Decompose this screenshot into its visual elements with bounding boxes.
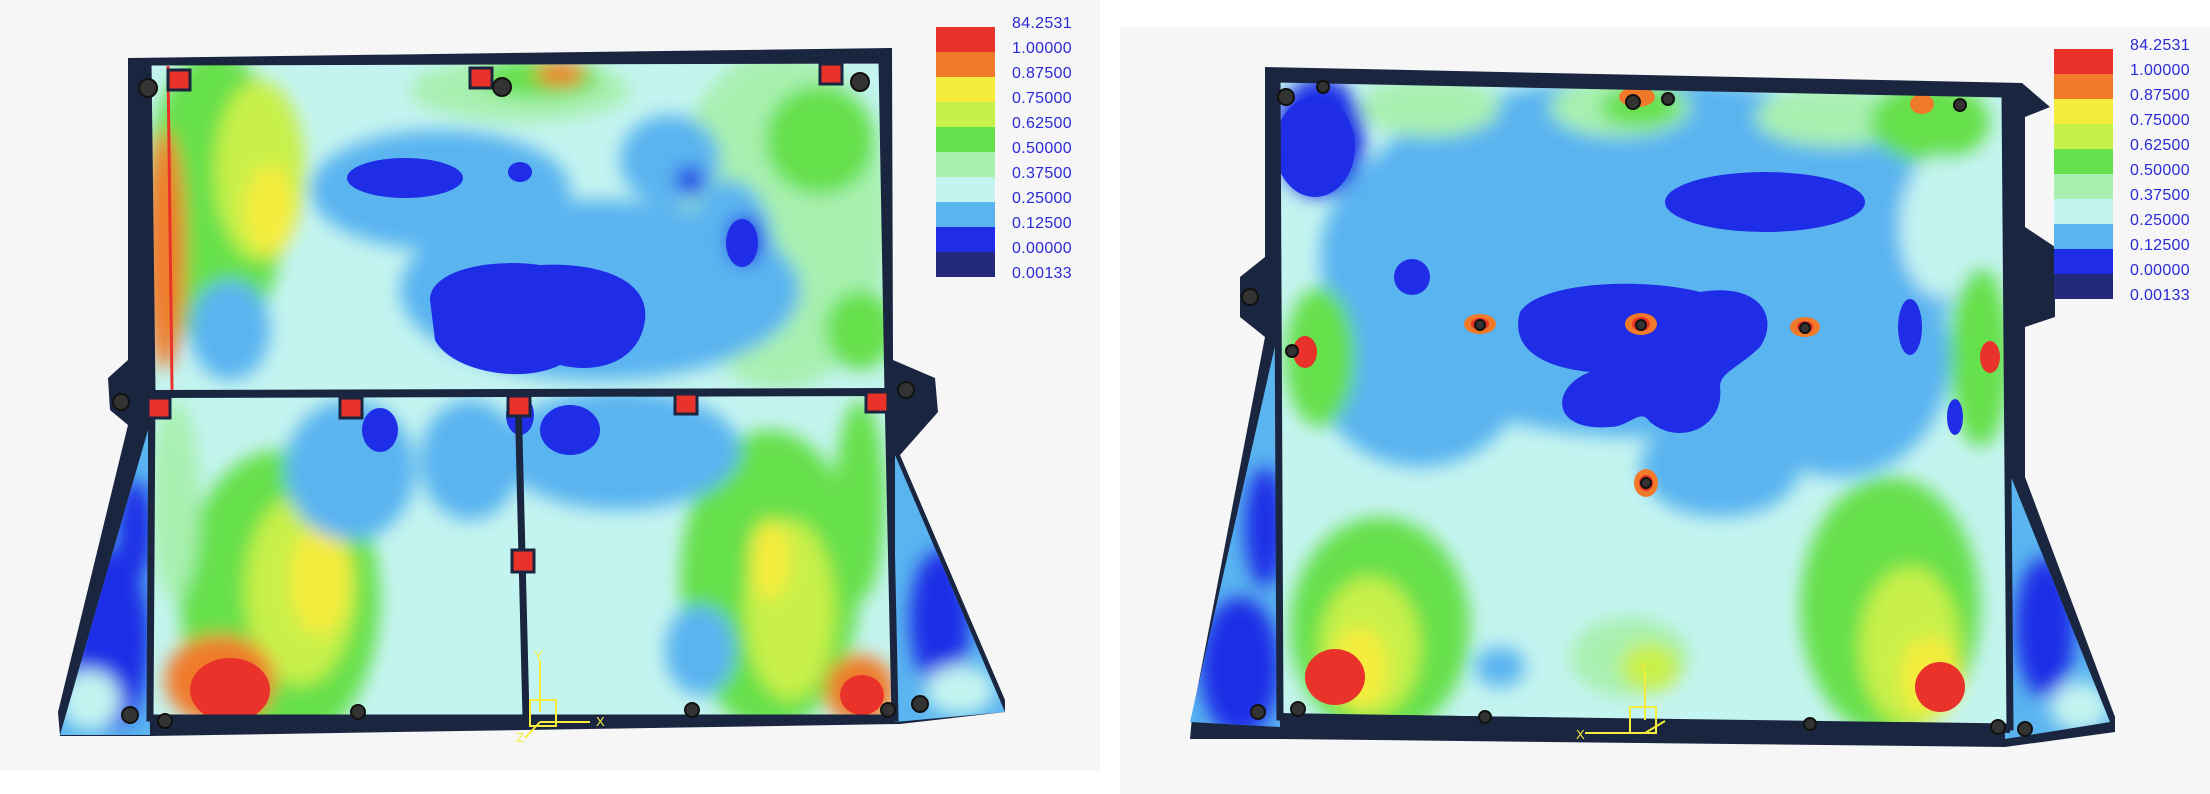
legend-swatch: [2054, 99, 2113, 124]
legend-swatch: [936, 127, 995, 152]
bolt-holes: [112, 72, 929, 729]
axis-x-label: X: [1576, 727, 1585, 742]
upper-panel-contour: [148, 62, 888, 392]
legend-label: 0.00000: [2130, 262, 2190, 279]
legend-swatch: [936, 252, 995, 277]
axis-triad: [1585, 672, 1666, 734]
right-panel: Y X 84.2531 1.00000 0.87500 0.75000 0.62500 0…: [1120, 27, 2210, 794]
support-blocks: [146, 62, 890, 574]
axis-y-label: Y: [534, 648, 543, 663]
legend-label: 0.12500: [1012, 215, 1072, 232]
legend-swatch: [936, 152, 995, 177]
legend-label: 0.62500: [1012, 115, 1072, 132]
legend-label: 0.87500: [2130, 87, 2190, 104]
legend-swatch: [2054, 124, 2113, 149]
legend-label: 0.12500: [2130, 237, 2190, 254]
legend-swatch: [936, 177, 995, 202]
left-fea-plot: Y X Z: [58, 48, 1005, 745]
legend-label: 0.25000: [2130, 212, 2190, 229]
axis-x-label: X: [596, 714, 605, 729]
legend-label: 0.62500: [2130, 137, 2190, 154]
legend-label: 0.75000: [1012, 90, 1072, 107]
legend-swatch: [2054, 49, 2113, 74]
axis-z-label: Z: [516, 730, 524, 745]
legend-swatch: [2054, 224, 2113, 249]
bolt-holes: [1241, 80, 2033, 737]
legend-swatch: [2054, 249, 2113, 274]
legend-label: 0.37500: [1012, 165, 1072, 182]
legend-swatch: [2054, 74, 2113, 99]
legend-swatch: [2054, 174, 2113, 199]
right-fea-plot: Y X: [1190, 67, 2115, 747]
legend-label: 0.00133: [2130, 287, 2190, 304]
left-wing: [1190, 337, 1280, 727]
right-wing: [2005, 462, 2110, 739]
legend-label: 0.25000: [1012, 190, 1072, 207]
legend-label: 0.37500: [2130, 187, 2190, 204]
legend-label: 0.50000: [2130, 162, 2190, 179]
axis-triad: [524, 660, 590, 739]
legend-label: 0.75000: [2130, 112, 2190, 129]
legend-swatch: [936, 27, 995, 52]
legend-label: 1.00000: [2130, 62, 2190, 79]
legend-label: 1.00000: [1012, 40, 1072, 57]
legend-swatch: [936, 102, 995, 127]
legend-label: 0.87500: [1012, 65, 1072, 82]
legend-label: 0.50000: [1012, 140, 1072, 157]
legend-label: 0.00133: [1012, 265, 1072, 282]
legend-swatch: [2054, 149, 2113, 174]
legend-swatch: [936, 77, 995, 102]
legend-swatch: [936, 52, 995, 77]
right-wing: [895, 455, 1005, 722]
left-panel: Y X Z 84.2531 1.00000 0.87500 0.75000 0.6250…: [0, 0, 1100, 770]
legend-label: 84.2531: [1012, 15, 1072, 32]
panel-contour: [1277, 79, 2010, 727]
legend-swatch: [2054, 199, 2113, 224]
legend-swatch: [936, 202, 995, 227]
legend-swatch: [936, 227, 995, 252]
legend-label: 0.00000: [1012, 240, 1072, 257]
legend-label: 84.2531: [2130, 37, 2190, 54]
axis-y-label: Y: [1639, 660, 1648, 675]
legend-swatch: [2054, 274, 2113, 299]
